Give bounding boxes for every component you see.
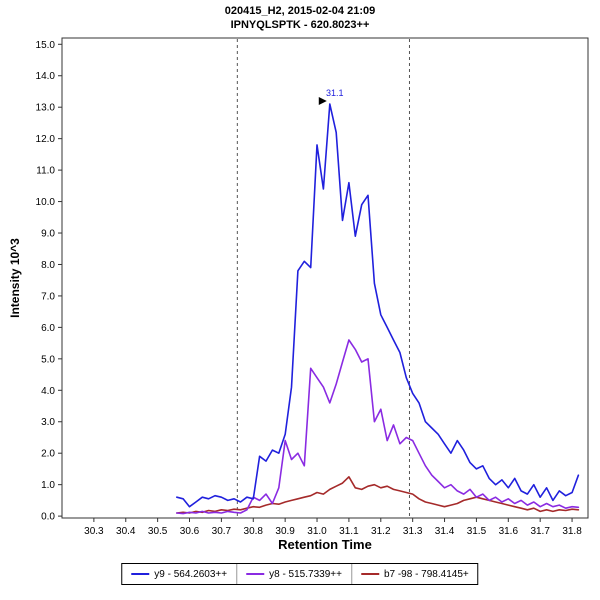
x-tick-label: 30.8 [244, 526, 264, 537]
legend-label-b7: b7 -98 - 798.4145+ [383, 568, 469, 580]
y-tick-label: 12.0 [36, 134, 56, 145]
x-tick-label: 31.4 [435, 526, 455, 537]
y-tick-label: 7.0 [41, 291, 55, 302]
x-tick-label: 31.8 [562, 526, 582, 537]
y-tick-label: 5.0 [41, 354, 55, 365]
peak-annotation-label: 31.1 [326, 88, 344, 98]
chart-titles: 020415_H2, 2015-02-04 21:09 IPNYQLSPTK -… [0, 4, 600, 32]
legend-swatch-y9 [131, 573, 150, 575]
x-tick-label: 30.3 [84, 526, 104, 537]
y-tick-label: 13.0 [36, 103, 56, 114]
series-line-b7[interactable] [176, 475, 580, 514]
series-line-y8[interactable] [176, 339, 580, 515]
x-tick-label: 31.1 [339, 526, 359, 537]
y-tick-label: 3.0 [41, 417, 55, 428]
x-tick-label: 30.6 [180, 526, 200, 537]
x-axis-title: Retention Time [278, 537, 372, 552]
legend-swatch-b7 [360, 573, 379, 575]
y-tick-label: 1.0 [41, 480, 55, 491]
x-tick-label: 30.9 [275, 526, 295, 537]
y-tick-label: 2.0 [41, 449, 55, 460]
x-tick-label: 30.4 [116, 526, 136, 537]
chart-title-run: 020415_H2, 2015-02-04 21:09 [224, 5, 376, 17]
x-tick-label: 30.7 [212, 526, 232, 537]
y-axis-title: Intensity 10^3 [8, 238, 22, 318]
legend-item-y8[interactable]: y8 - 515.7339++ [236, 564, 351, 584]
legend-label-y9: y9 - 564.2603++ [154, 568, 228, 580]
x-tick-label: 31.6 [499, 526, 519, 537]
legend: y9 - 564.2603++ y8 - 515.7339++ b7 -98 -… [121, 563, 479, 585]
x-tick-label: 31.2 [371, 526, 391, 537]
chart-title-peptide: IPNYQLSPTK - 620.8023++ [230, 19, 370, 31]
y-tick-label: 9.0 [41, 229, 55, 240]
series-line-y9[interactable] [176, 103, 580, 508]
legend-swatch-y8 [246, 573, 265, 575]
y-tick-label: 0.0 [41, 512, 55, 523]
x-tick-label: 31.3 [403, 526, 423, 537]
legend-item-b7[interactable]: b7 -98 - 798.4145+ [350, 564, 478, 584]
x-tick-label: 31.7 [530, 526, 550, 537]
legend-label-y8: y8 - 515.7339++ [269, 568, 342, 580]
y-tick-label: 10.0 [36, 197, 56, 208]
y-tick-label: 14.0 [36, 71, 56, 82]
x-tick-label: 30.5 [148, 526, 168, 537]
legend-item-y9[interactable]: y9 - 564.2603++ [122, 564, 236, 584]
plot-frame [61, 37, 589, 519]
y-tick-label: 6.0 [41, 323, 55, 334]
y-tick-label: 8.0 [41, 260, 55, 271]
y-tick-label: 15.0 [36, 40, 56, 51]
y-tick-label: 11.0 [36, 166, 55, 177]
peak-annotation-arrow [318, 97, 327, 106]
x-tick-label: 31.5 [467, 526, 487, 537]
y-tick-label: 4.0 [41, 386, 55, 397]
x-tick-label: 31.0 [307, 526, 327, 537]
